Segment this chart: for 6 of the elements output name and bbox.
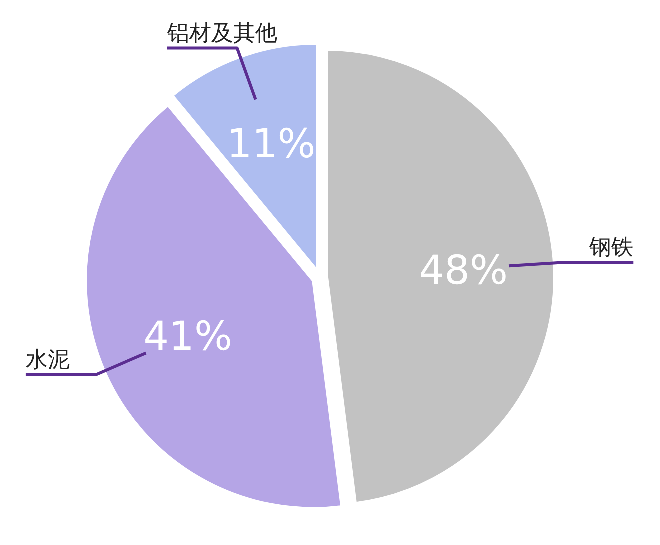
data-label: 48% (419, 248, 508, 294)
data-label: 11% (226, 122, 316, 168)
slice-label: 水泥 (26, 348, 70, 373)
slice-label: 钢铁 (588, 236, 634, 261)
slice-label: 铝材及其他 (166, 21, 278, 46)
data-label: 41% (144, 314, 232, 360)
